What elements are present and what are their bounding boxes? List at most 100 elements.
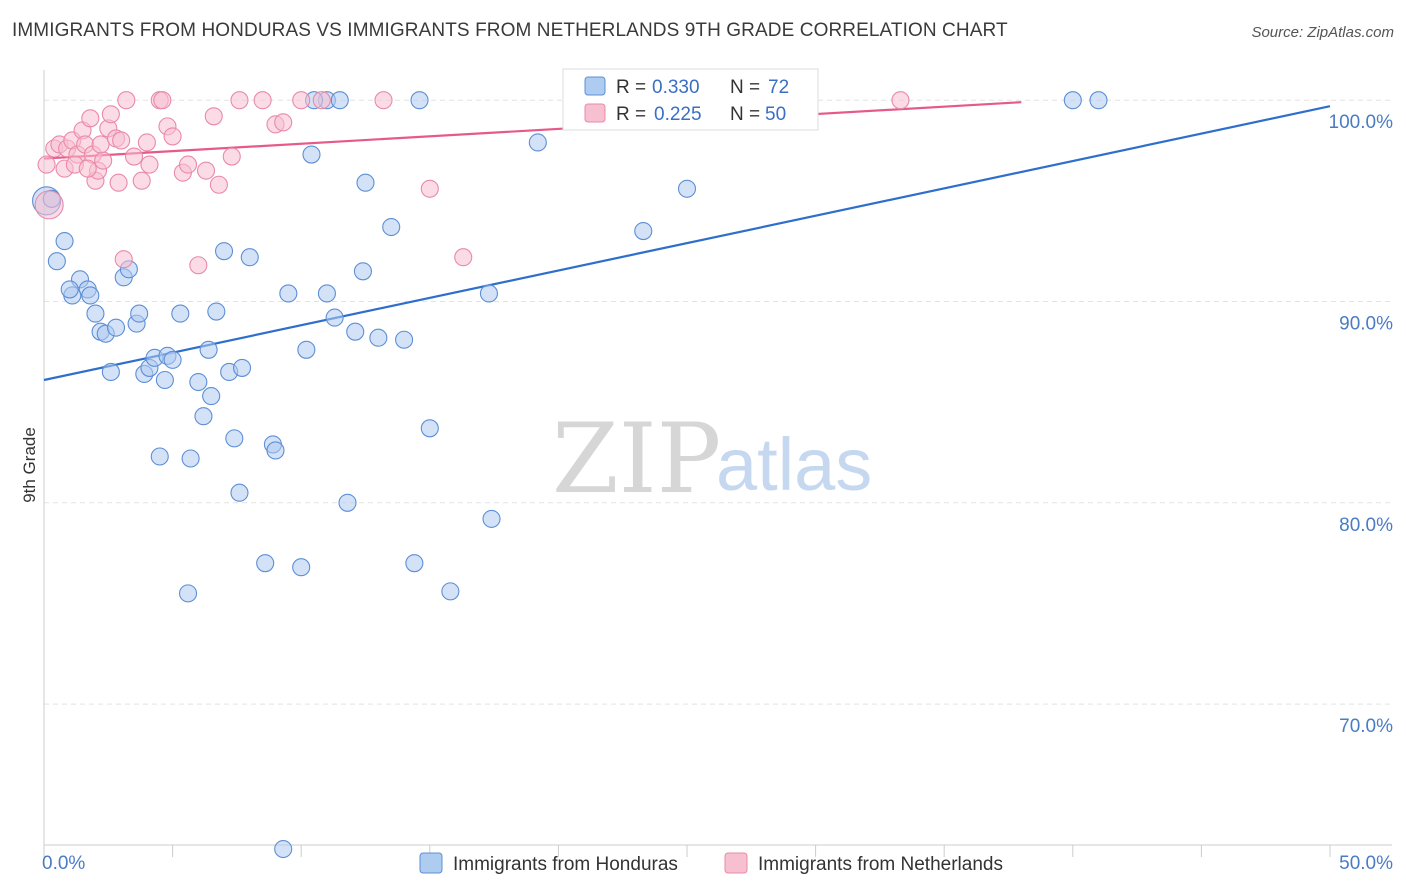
- honduras-point: [330, 91, 349, 110]
- netherlands-point: [454, 248, 473, 267]
- netherlands-point: [274, 113, 293, 132]
- netherlands-point: [222, 147, 241, 166]
- netherlands-point: [114, 250, 133, 269]
- honduras-point: [60, 280, 79, 299]
- bottom-legend-swatch-honduras: [419, 852, 443, 874]
- honduras-point: [677, 179, 697, 198]
- netherlands-point: [81, 109, 100, 128]
- honduras-point: [189, 372, 208, 392]
- honduras-point: [528, 133, 547, 152]
- honduras-point: [181, 449, 200, 468]
- honduras-point: [101, 362, 120, 381]
- netherlands-point: [91, 135, 110, 154]
- legend-r-label-2: R =: [616, 104, 646, 125]
- netherlands-point: [132, 171, 151, 190]
- series-legend: Immigrants from Honduras Immigrants from…: [419, 852, 1003, 875]
- netherlands-point: [101, 105, 120, 124]
- legend-n-label-2: N =: [730, 104, 760, 125]
- honduras-point: [634, 221, 653, 241]
- netherlands-point: [117, 91, 136, 110]
- honduras-point: [1063, 91, 1082, 110]
- honduras-point: [155, 370, 174, 390]
- netherlands-point: [204, 107, 223, 126]
- honduras-point: [256, 554, 275, 573]
- honduras-point: [86, 304, 105, 323]
- stats-legend: R = 0.330 N = 72 R = 0.225 N = 50: [562, 68, 819, 131]
- honduras-point: [150, 447, 169, 466]
- bottom-legend-label-honduras: Immigrants from Honduras: [453, 854, 678, 875]
- netherlands-point: [253, 91, 272, 110]
- netherlands-point: [189, 256, 208, 275]
- honduras-point: [356, 173, 375, 192]
- chart-title: IMMIGRANTS FROM HONDURAS VS IMMIGRANTS F…: [12, 20, 1008, 41]
- y-tick-label: 100.0%: [1329, 112, 1394, 133]
- y-tick-label: 90.0%: [1339, 313, 1393, 334]
- honduras-point: [199, 340, 218, 359]
- netherlands-point: [891, 91, 910, 110]
- honduras-point: [338, 493, 357, 512]
- honduras-point: [55, 232, 74, 251]
- honduras-point: [207, 302, 226, 321]
- honduras-point: [317, 284, 336, 303]
- netherlands-point: [94, 151, 113, 170]
- honduras-point: [202, 387, 221, 406]
- honduras-point: [410, 91, 429, 110]
- honduras-point: [369, 328, 388, 347]
- netherlands-point: [312, 91, 331, 110]
- netherlands-point: [109, 173, 128, 192]
- netherlands-point: [124, 147, 144, 166]
- honduras-point: [382, 217, 401, 237]
- honduras-point: [441, 582, 460, 601]
- netherlands-point: [374, 91, 393, 110]
- honduras-point: [274, 839, 293, 859]
- honduras-point: [194, 407, 213, 426]
- honduras-point: [178, 584, 198, 603]
- honduras-point: [47, 252, 66, 271]
- honduras-point: [106, 318, 126, 337]
- honduras-point: [325, 308, 344, 327]
- honduras-point: [279, 284, 298, 303]
- netherlands-point: [196, 161, 216, 180]
- honduras-point: [420, 419, 439, 438]
- bottom-legend-label-netherlands: Immigrants from Netherlands: [758, 854, 1003, 875]
- x-tick-label: 50.0%: [1339, 853, 1393, 874]
- legend-swatch-netherlands: [584, 103, 606, 123]
- source-label: Source: ZipAtlas.com: [1251, 24, 1394, 41]
- x-tick-label: 0.0%: [42, 853, 85, 874]
- bottom-legend-swatch-netherlands: [724, 852, 748, 874]
- honduras-point: [225, 429, 244, 448]
- honduras-point: [130, 304, 149, 323]
- legend-n-value-1: 72: [768, 77, 789, 98]
- legend-n-label-1: N =: [730, 77, 760, 98]
- honduras-point: [232, 358, 252, 377]
- honduras-point: [81, 286, 100, 305]
- data-points: [32, 91, 1108, 859]
- netherlands-point: [292, 91, 311, 110]
- netherlands-point: [163, 127, 182, 146]
- netherlands-point: [137, 133, 156, 152]
- honduras-trend-line: [43, 105, 1331, 382]
- honduras-point: [171, 304, 190, 323]
- watermark-atlas: atlas: [716, 423, 872, 506]
- honduras-point: [163, 350, 182, 369]
- legend-n-value-2: 50: [765, 104, 786, 125]
- netherlands-point: [420, 179, 439, 198]
- honduras-point: [230, 483, 249, 502]
- honduras-point: [297, 340, 316, 359]
- netherlands-point: [34, 190, 64, 220]
- netherlands-point: [153, 91, 172, 110]
- netherlands-point: [37, 155, 56, 174]
- honduras-point: [405, 554, 424, 573]
- honduras-point: [479, 284, 499, 303]
- honduras-point: [1089, 91, 1108, 110]
- legend-swatch-honduras: [584, 76, 606, 96]
- y-axis-title: 9th Grade: [20, 427, 39, 503]
- netherlands-point: [178, 155, 198, 174]
- netherlands-point: [230, 91, 249, 110]
- legend-r-label-1: R =: [616, 77, 646, 98]
- honduras-point: [346, 322, 365, 341]
- honduras-point: [266, 441, 285, 460]
- honduras-point: [214, 242, 234, 261]
- honduras-point: [353, 262, 372, 281]
